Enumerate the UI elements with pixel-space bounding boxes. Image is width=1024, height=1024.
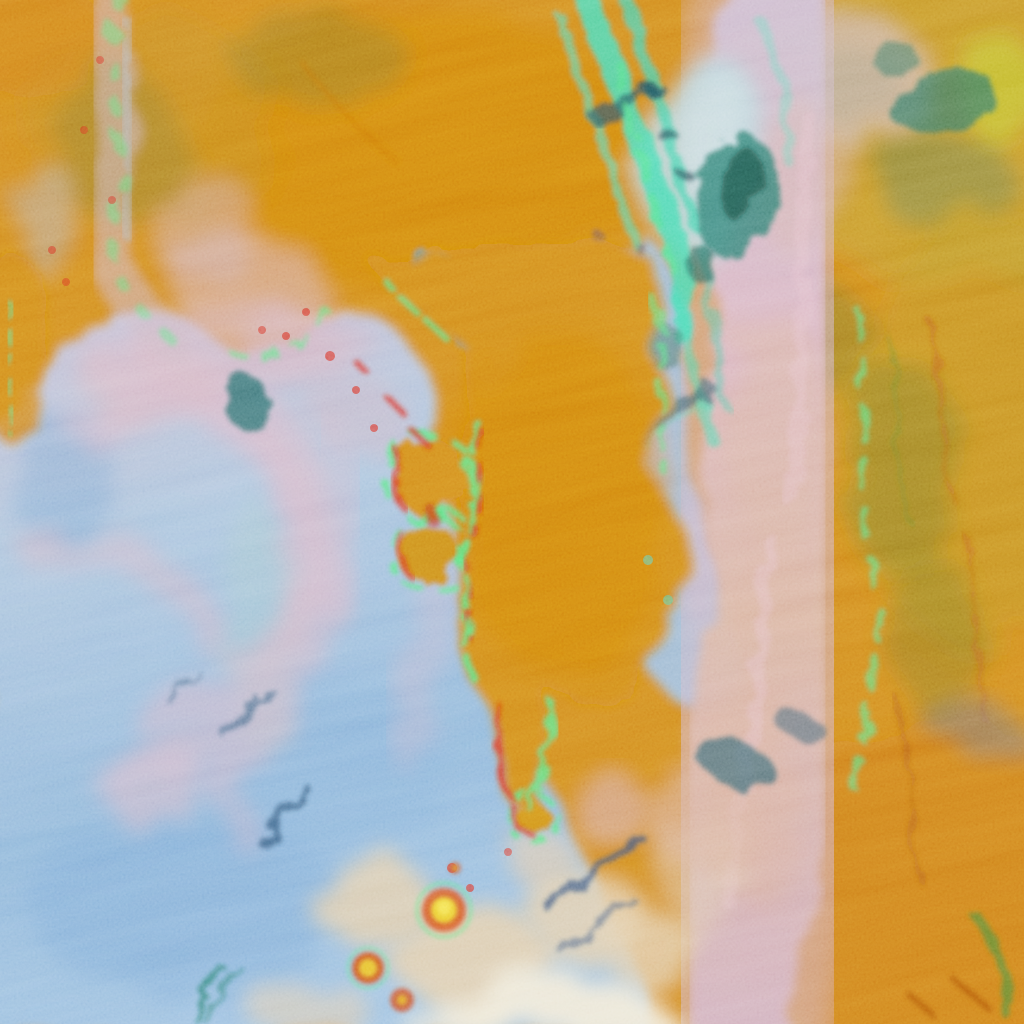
satellite-image	[0, 0, 1024, 1024]
grain-texture	[0, 0, 1024, 1024]
satellite-canvas	[0, 0, 1024, 1024]
